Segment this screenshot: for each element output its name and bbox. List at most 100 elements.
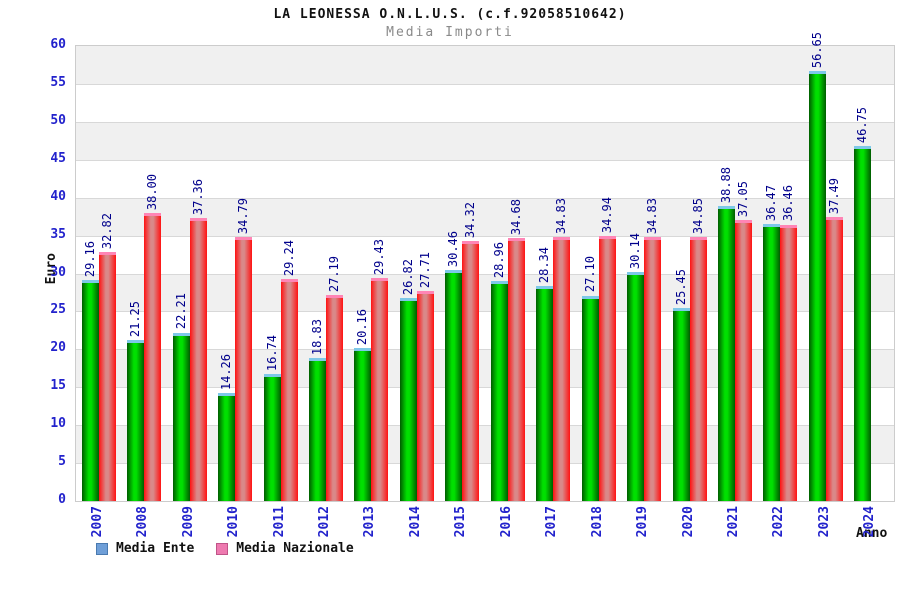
bar-value-label: 30.46 (446, 230, 461, 268)
bar-media-nazionale (144, 212, 162, 501)
y-tick-label: 25 (50, 302, 66, 318)
bar-value-label: 34.94 (599, 196, 614, 234)
bar-media-nazionale (325, 294, 343, 501)
x-tick-label: 2013 (362, 506, 378, 538)
x-tick-label: 2019 (635, 506, 651, 538)
bar-value-label: 14.26 (219, 353, 234, 390)
bar-media-nazionale (553, 236, 571, 501)
bar-media-ente (672, 308, 690, 501)
bar-value-label: 29.24 (281, 240, 296, 277)
y-tick-label: 35 (50, 226, 66, 242)
bar-value-label: 16.74 (264, 334, 279, 372)
bar-media-ente (308, 358, 326, 501)
bar-media-ente (763, 224, 781, 501)
y-tick-label: 5 (58, 454, 66, 470)
y-tick-label: 0 (58, 492, 66, 507)
bar-value-label: 37.49 (826, 177, 841, 214)
x-tick-label: 2023 (816, 506, 832, 538)
x-axis-label: Anno (856, 526, 888, 541)
plot-area: 29.16 32.82 21.25 38.00 22.21 37.36 14.26 34.79… (75, 32, 895, 502)
y-tick-label: 45 (50, 150, 66, 166)
bar-media-ente (172, 332, 190, 501)
bar-value-label: 27.71 (417, 251, 432, 288)
x-tick-label: 2011 (271, 506, 287, 538)
bar-value-label: 34.79 (236, 198, 251, 235)
bar-media-nazionale (644, 236, 662, 501)
legend-item-media-ente: Media Ente (96, 541, 194, 556)
gridline (76, 235, 894, 237)
bar-media-nazionale (734, 220, 752, 501)
x-tick-label: 2007 (89, 506, 105, 538)
plot-band (76, 197, 894, 236)
bar-media-ente (127, 339, 145, 501)
gridline (76, 83, 894, 85)
bar-value-label: 25.45 (673, 268, 688, 306)
gridline (76, 159, 894, 161)
bar-media-ente (354, 348, 372, 501)
bar-media-ente (808, 71, 826, 501)
x-tick-label: 2020 (680, 506, 696, 538)
bar-value-label: 34.83 (554, 197, 569, 234)
legend-swatch-media-ente (96, 542, 108, 555)
y-tick-label: 10 (50, 416, 66, 432)
gridline (76, 273, 894, 275)
bar-media-ente (581, 295, 599, 501)
bar-value-label: 27.19 (326, 255, 341, 292)
y-tick-label: 30 (50, 264, 66, 280)
x-tick-label: 2017 (544, 506, 560, 538)
bar-value-label: 36.46 (781, 185, 796, 222)
x-tick-label: 2024 (862, 506, 878, 538)
bar-value-label: 30.14 (628, 233, 643, 270)
legend-label-media-ente: Media Ente (116, 541, 195, 556)
y-tick-label: 50 (50, 112, 66, 128)
bar-media-nazionale (280, 279, 298, 501)
bar-value-label: 37.05 (735, 180, 750, 218)
x-tick-label: 2015 (453, 506, 469, 538)
bar-media-ente (263, 374, 281, 501)
chart-title: LA LEONESSA O.N.L.U.S. (c.f.92058510642) (273, 7, 627, 22)
bar-value-label: 46.75 (855, 107, 870, 144)
bar-media-nazionale (235, 237, 253, 501)
x-tick-label: 2021 (725, 506, 741, 538)
bar-value-label: 27.10 (582, 256, 597, 293)
legend-label-media-nazionale: Media Nazionale (236, 541, 354, 556)
bar-media-ente (627, 272, 645, 501)
bar-value-label: 29.43 (372, 238, 387, 275)
legend-item-media-nazionale: Media Nazionale (216, 541, 354, 556)
bar-media-ente (399, 297, 417, 501)
gridline (76, 311, 894, 313)
x-tick-label: 2009 (180, 506, 196, 538)
bar-value-label: 32.82 (99, 213, 114, 250)
x-tick-label: 2018 (589, 506, 605, 538)
x-tick-label: 2014 (407, 506, 423, 538)
bar-media-nazionale (598, 236, 616, 501)
x-tick-label: 2016 (498, 506, 514, 538)
bar-value-label: 34.32 (463, 201, 478, 238)
y-tick-label: 15 (50, 378, 66, 394)
bar-media-nazionale (98, 252, 116, 501)
bar-value-label: 22.21 (173, 293, 188, 330)
bar-value-label: 34.83 (645, 197, 660, 234)
bar-media-nazionale (825, 216, 843, 501)
bar-value-label: 38.88 (718, 167, 733, 204)
bar-value-label: 28.96 (491, 242, 506, 279)
bar-media-nazionale (689, 236, 707, 501)
bar-value-label: 18.83 (309, 319, 324, 356)
bar-media-nazionale (462, 240, 480, 501)
bar-value-label: 34.68 (508, 198, 523, 236)
bar-media-ente (81, 279, 99, 501)
bar-value-label: 20.16 (355, 309, 370, 346)
bar-value-label: 26.82 (400, 258, 415, 295)
plot-band (76, 46, 894, 84)
bar-media-ente (854, 146, 872, 501)
x-tick-label: 2012 (316, 506, 332, 538)
bar-value-label: 56.65 (809, 32, 824, 69)
gridline (76, 197, 894, 199)
plot-band (76, 121, 894, 160)
y-tick-label: 55 (50, 74, 66, 90)
y-tick-label: 20 (50, 340, 66, 356)
gridline (76, 121, 894, 123)
bar-media-nazionale (416, 290, 434, 501)
bar-media-ente (717, 206, 735, 501)
bar-media-nazionale (371, 277, 389, 501)
